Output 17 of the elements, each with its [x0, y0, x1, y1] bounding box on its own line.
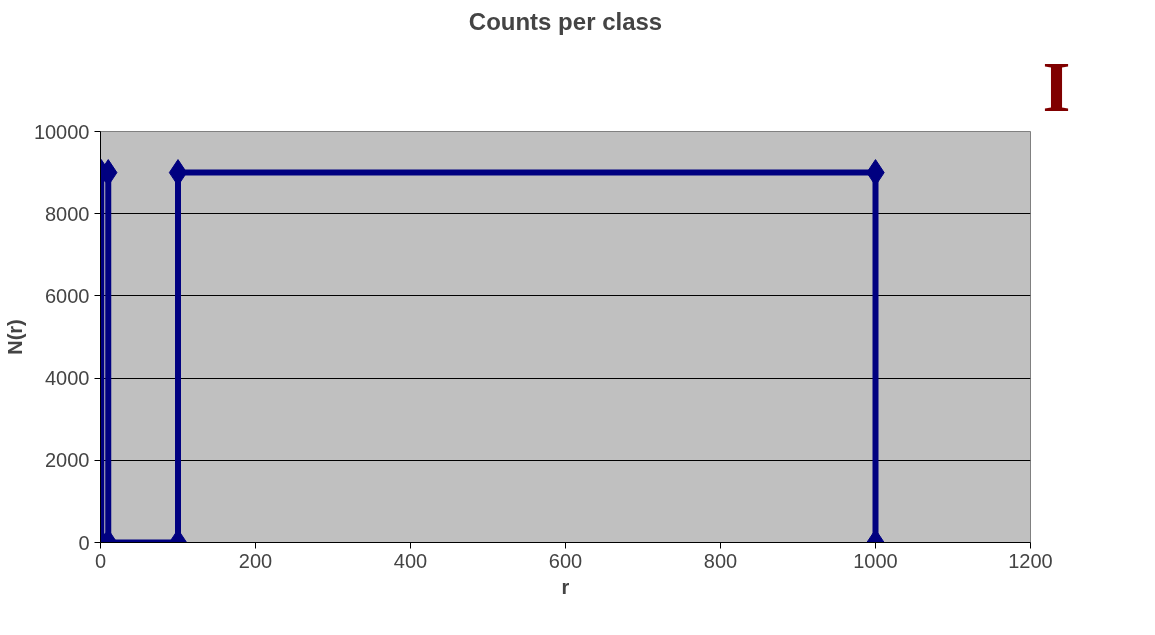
y-tick-label: 10000 [33, 120, 90, 143]
y-tick-label: 0 [78, 531, 90, 554]
chart-title: Counts per class [468, 7, 663, 35]
x-tick-label: 1200 [1008, 549, 1053, 572]
y-axis-title: N(r) [3, 319, 26, 355]
x-tick-label: 0 [94, 549, 107, 572]
y-tick-label: 8000 [45, 202, 90, 225]
x-tick-label: 1000 [853, 549, 898, 572]
text: I [1042, 46, 1071, 127]
x-tick-label: 400 [393, 549, 428, 572]
x-axis-title: r [561, 575, 570, 598]
x-tick-label: 800 [703, 549, 738, 572]
x-tick-label: 600 [548, 549, 583, 572]
x-tick-label: 200 [238, 549, 273, 572]
y-tick-label: 4000 [45, 367, 90, 390]
y-tick-label: 6000 [45, 284, 90, 307]
y-tick-label: 2000 [45, 449, 90, 472]
